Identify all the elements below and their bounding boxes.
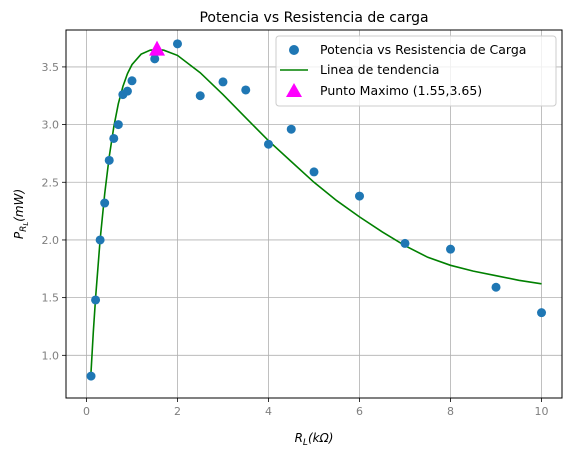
data-point <box>355 191 365 201</box>
data-point <box>100 198 110 208</box>
data-point <box>195 91 205 101</box>
plot-area <box>65 29 563 399</box>
x-tick-label: 0 <box>83 405 90 418</box>
legend-label-max: Punto Maximo (1.55,3.65) <box>320 83 482 98</box>
legend: Potencia vs Resistencia de Carga Linea d… <box>275 35 557 107</box>
y-axis-label-subsub: L <box>22 222 30 226</box>
axis-ticks: 0 2 4 6 8 10 1.0 1.5 2.0 2.5 3.0 3.5 <box>42 61 549 418</box>
y-axis-label-main: P <box>12 231 26 239</box>
data-point <box>127 76 137 86</box>
data-point <box>446 244 456 254</box>
y-axis-label: PRL(mW) <box>12 189 30 239</box>
data-point <box>286 124 296 134</box>
x-axis-label-sub: L <box>303 438 308 448</box>
data-point <box>400 238 410 248</box>
x-tick-label: 8 <box>447 405 454 418</box>
series-layer <box>86 39 547 381</box>
data-point <box>263 139 273 149</box>
x-tick-label: 2 <box>174 405 181 418</box>
x-tick-label: 6 <box>356 405 363 418</box>
legend-label-trend: Linea de tendencia <box>320 62 439 77</box>
data-point <box>491 282 501 292</box>
data-point <box>150 54 160 64</box>
data-point <box>113 120 123 130</box>
x-axis-label-unit: (kΩ) <box>308 431 333 445</box>
data-point <box>309 167 319 177</box>
data-point <box>218 77 228 87</box>
x-tick-label: 10 <box>535 405 549 418</box>
data-point <box>95 235 105 245</box>
legend-box <box>275 35 557 107</box>
data-point <box>241 85 251 95</box>
data-point <box>91 295 101 305</box>
y-axis-label-sub: R <box>19 226 29 232</box>
x-axis-label-main: R <box>295 431 303 445</box>
data-point <box>172 39 182 49</box>
y-tick-label: 1.5 <box>42 292 60 305</box>
y-tick-label: 2.0 <box>42 234 60 247</box>
y-tick-label: 2.5 <box>42 176 60 189</box>
max-point-marker <box>149 40 166 56</box>
y-tick-label: 3.5 <box>42 61 60 74</box>
data-point <box>537 308 547 318</box>
chart-title: Potencia vs Resistencia de carga <box>199 10 428 26</box>
y-axis-label-unit: (mW) <box>12 189 26 222</box>
data-point <box>109 133 119 143</box>
legend-scatter-marker <box>289 45 299 55</box>
legend-triangle-marker <box>286 83 302 97</box>
trend-line <box>90 48 542 373</box>
data-point <box>104 155 114 165</box>
data-point <box>122 86 132 96</box>
data-point <box>86 371 96 381</box>
x-axis-label: RL(kΩ) <box>295 431 334 448</box>
x-tick-label: 4 <box>265 405 272 418</box>
legend-label-scatter: Potencia vs Resistencia de Carga <box>320 42 526 57</box>
y-tick-label: 3.0 <box>42 119 60 132</box>
y-tick-label: 1.0 <box>42 349 60 362</box>
